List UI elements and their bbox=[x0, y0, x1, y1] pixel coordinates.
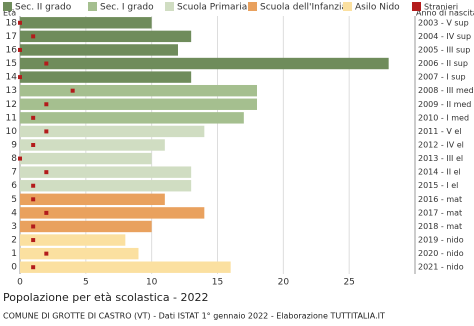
y-tick-label: 10 bbox=[6, 127, 18, 137]
foreigner-marker bbox=[31, 238, 36, 243]
y2-tick-label: 2019 - nido bbox=[418, 236, 464, 245]
y-tick-label: 4 bbox=[11, 208, 17, 218]
y2-tick-label: 2003 - V sup bbox=[418, 18, 469, 27]
y-tick-label: 13 bbox=[6, 86, 17, 96]
y-tick-label: 2 bbox=[11, 236, 17, 246]
foreigner-marker bbox=[31, 224, 36, 229]
bar bbox=[20, 98, 257, 110]
x-tick-label: 15 bbox=[212, 278, 223, 288]
y-tick-label: 6 bbox=[11, 181, 17, 191]
y2-tick-label: 2013 - III el bbox=[418, 154, 463, 163]
legend-swatch bbox=[343, 2, 352, 11]
legend-swatch bbox=[248, 2, 257, 11]
y2-tick-label: 2021 - nido bbox=[418, 263, 464, 272]
y2-axis-label: Anno di nascita bbox=[416, 9, 474, 18]
x-tick-label: 20 bbox=[278, 278, 290, 288]
foreigner-marker bbox=[44, 210, 49, 215]
foreigner-marker bbox=[31, 265, 36, 270]
foreigner-marker bbox=[70, 88, 75, 93]
bar bbox=[20, 17, 152, 29]
bar bbox=[20, 152, 152, 165]
y-tick-label: 5 bbox=[11, 195, 17, 205]
y2-tick-label: 2010 - I med bbox=[418, 113, 469, 122]
y2-tick-label: 2017 - mat bbox=[418, 208, 462, 217]
y-tick-label: 9 bbox=[11, 141, 17, 151]
legend-label: Scuola dell'Infanzia bbox=[260, 3, 347, 13]
bar bbox=[20, 139, 165, 151]
legend-label: Stranieri bbox=[424, 3, 458, 12]
bar bbox=[20, 30, 192, 43]
y2-tick-label: 2004 - IV sup bbox=[418, 32, 471, 41]
foreigner-marker bbox=[44, 61, 49, 66]
x-tick-label: 10 bbox=[146, 278, 158, 288]
foreigner-marker bbox=[18, 156, 22, 161]
foreigner-marker bbox=[18, 47, 22, 52]
y2-tick-label: 2011 - V el bbox=[418, 127, 462, 136]
y2-tick-label: 2008 - III med bbox=[418, 86, 474, 95]
foreigner-marker bbox=[44, 129, 49, 134]
y2-tick-label: 2015 - I el bbox=[418, 181, 458, 190]
x-tick-label: 0 bbox=[17, 278, 23, 288]
legend-swatch bbox=[88, 2, 97, 11]
legend-label: Sec. I grado bbox=[100, 3, 154, 13]
x-tick-label: 25 bbox=[343, 278, 354, 288]
y-tick-label: 18 bbox=[6, 18, 18, 28]
foreigner-marker bbox=[18, 75, 22, 80]
y-tick-label: 16 bbox=[6, 45, 18, 55]
y2-tick-label: 2006 - II sup bbox=[418, 59, 468, 68]
bar bbox=[20, 84, 257, 97]
x-tick-label: 5 bbox=[83, 278, 89, 288]
y-tick-label: 17 bbox=[6, 32, 17, 42]
bar bbox=[20, 207, 205, 219]
y2-tick-label: 2014 - II el bbox=[418, 168, 461, 177]
y2-tick-label: 2018 - mat bbox=[418, 222, 462, 231]
y-axis-label: Età bbox=[3, 9, 16, 18]
y2-tick-label: 2007 - I sup bbox=[418, 73, 466, 82]
y-tick-label: 12 bbox=[6, 100, 17, 110]
y-tick-label: 8 bbox=[11, 154, 17, 164]
y-tick-label: 0 bbox=[11, 263, 17, 273]
foreigner-marker bbox=[44, 251, 49, 256]
bar bbox=[20, 44, 178, 56]
foreigner-marker bbox=[44, 102, 49, 107]
y-tick-label: 14 bbox=[6, 73, 18, 83]
y2-tick-label: 2020 - nido bbox=[418, 249, 464, 258]
bar bbox=[20, 112, 244, 124]
foreigner-marker bbox=[44, 170, 49, 175]
legend-label: Asilo Nido bbox=[355, 3, 400, 13]
legend-swatch bbox=[412, 2, 421, 11]
legend-label: Sec. II grado bbox=[15, 3, 72, 13]
bar bbox=[20, 247, 139, 260]
y-tick-label: 11 bbox=[6, 113, 17, 123]
y-tick-label: 7 bbox=[11, 168, 17, 178]
foreigner-marker bbox=[31, 183, 36, 188]
y2-tick-label: 2009 - II med bbox=[418, 100, 471, 109]
y2-tick-label: 2016 - mat bbox=[418, 195, 462, 204]
y-tick-label: 1 bbox=[11, 249, 17, 259]
foreigner-marker bbox=[31, 197, 36, 202]
y2-tick-label: 2005 - III sup bbox=[418, 45, 470, 54]
chart-footer: COMUNE DI GROTTE DI CASTRO (VT) - Dati I… bbox=[3, 312, 385, 321]
legend-swatch bbox=[3, 2, 12, 11]
bar bbox=[20, 234, 126, 246]
bar bbox=[20, 125, 205, 138]
legend-swatch bbox=[165, 2, 174, 11]
bar bbox=[20, 180, 192, 192]
bar bbox=[20, 261, 231, 273]
bar bbox=[20, 71, 192, 83]
foreigner-marker bbox=[18, 20, 22, 25]
bar bbox=[20, 166, 192, 178]
y2-tick-label: 2012 - IV el bbox=[418, 141, 464, 150]
y-tick-label: 3 bbox=[11, 222, 17, 232]
bar bbox=[20, 193, 165, 206]
bar bbox=[20, 220, 152, 233]
foreigner-marker bbox=[31, 115, 36, 120]
y-tick-label: 15 bbox=[6, 59, 17, 69]
chart-title: Popolazione per età scolastica - 2022 bbox=[3, 291, 209, 304]
legend-label: Scuola Primaria bbox=[177, 3, 247, 13]
foreigner-marker bbox=[31, 34, 36, 39]
foreigner-marker bbox=[31, 143, 36, 147]
bar bbox=[20, 57, 389, 70]
